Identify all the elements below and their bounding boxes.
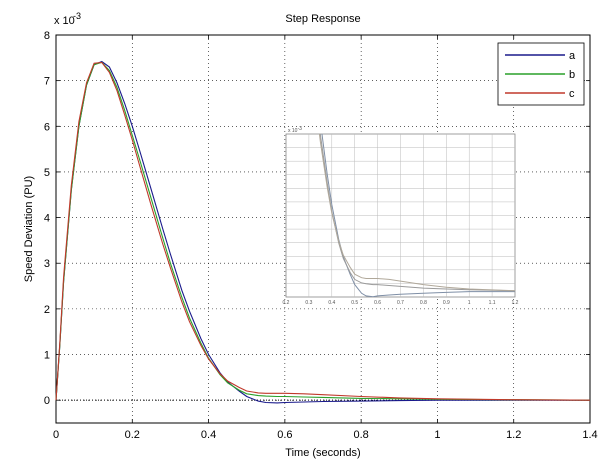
y-axis-ticks: 0 1 2 3 4 5 6 7 8	[44, 30, 590, 407]
y-tick-label: 6	[44, 121, 50, 133]
inset-x-tick-label: 0.3	[305, 300, 312, 306]
inset-x-tick-label: 1.1	[489, 300, 496, 306]
inset-y-exponent: x 10-3	[288, 126, 302, 134]
inset-series-line-c	[318, 134, 515, 292]
x-tick-label: 0.2	[125, 429, 140, 441]
x-tick-label: 0.8	[353, 429, 368, 441]
inset-x-tick-label: 0.8	[420, 300, 427, 306]
series-line-b	[55, 61, 591, 401]
x-tick-label: 1.2	[506, 429, 521, 441]
x-tick-label: 1.4	[582, 429, 597, 441]
inset-zoom-plot: 0.2 0.3 0.4 0.5 0.6 0.7 0.8 0.9 1 1.1 1.2 x 10-3	[283, 126, 519, 306]
y-tick-label: 2	[44, 304, 50, 316]
y-tick-label: 5	[44, 167, 50, 179]
inset-x-tick-label: 1	[468, 300, 471, 306]
y-tick-label: 0	[44, 395, 50, 407]
inset-x-tick-label: 0.6	[374, 300, 381, 306]
inset-x-tick-label: 0.5	[351, 300, 358, 306]
inset-grid-lines	[286, 134, 515, 297]
inset-x-tick-label: 1.2	[512, 300, 519, 306]
inset-x-tick-label: 0.4	[328, 300, 335, 306]
chart-title: Step Response	[285, 13, 360, 25]
inset-series-line-a	[321, 134, 515, 297]
x-tick-label: 0.6	[277, 429, 292, 441]
y-tick-label: 1	[44, 350, 50, 362]
inset-x-tick-label: 0.9	[443, 300, 450, 306]
inset-series-lines	[318, 134, 515, 297]
y-exponent-label: x 10 -3	[54, 11, 81, 27]
series-lines	[55, 60, 591, 404]
inset-x-axis-ticks: 0.2 0.3 0.4 0.5 0.6 0.7 0.8 0.9 1 1.1 1.2	[283, 300, 519, 306]
y-tick-label: 7	[44, 76, 50, 88]
series-line-c	[55, 61, 591, 401]
y-tick-label: 3	[44, 258, 50, 270]
y-tick-label: 8	[44, 30, 50, 42]
legend-label-b: b	[569, 69, 575, 81]
legend-label-c: c	[569, 88, 575, 100]
legend: abc	[497, 42, 585, 106]
legend-label-a: a	[569, 50, 576, 62]
y-exponent-power: -3	[73, 11, 81, 21]
inset-x-tick-label: 0.2	[283, 300, 290, 306]
y-tick-label: 4	[44, 213, 50, 225]
x-axis-ticks: 0 0.2 0.4 0.6 0.8 1 1.2 1.4	[53, 35, 598, 441]
inset-series-line-b	[319, 134, 515, 292]
inset-x-tick-label: 0.7	[397, 300, 404, 306]
x-tick-label: 0.4	[201, 429, 216, 441]
y-axis-label: Speed Deviation (PU)	[23, 176, 35, 282]
x-tick-label: 1	[434, 429, 440, 441]
y-exponent-base: x 10	[54, 15, 75, 27]
x-axis-label: Time (seconds)	[285, 447, 360, 459]
x-tick-label: 0	[53, 429, 59, 441]
